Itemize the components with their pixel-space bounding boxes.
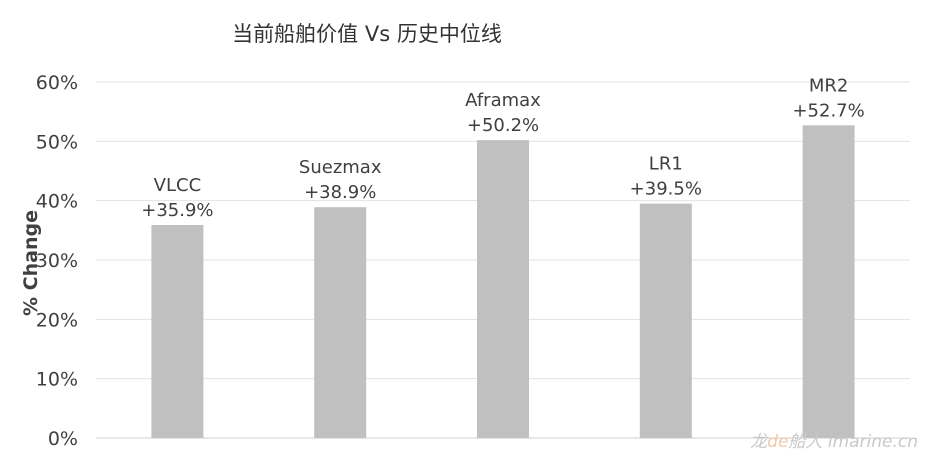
chart-title: 当前船舶价值 Vs 历史中位线 xyxy=(232,22,502,46)
data-label: +50.2% xyxy=(467,115,539,136)
y-tick-label: 40% xyxy=(36,191,78,213)
data-label: +52.7% xyxy=(792,100,864,121)
y-tick-label: 60% xyxy=(36,72,78,94)
y-tick-label: 20% xyxy=(36,309,78,331)
data-label: +39.5% xyxy=(630,179,702,200)
data-label: +35.9% xyxy=(141,200,213,221)
watermark-logo: 龙de船人 xyxy=(750,432,823,452)
bar-lr1 xyxy=(639,203,692,438)
category-label: Aframax xyxy=(465,90,541,111)
bar-mr2 xyxy=(802,125,855,439)
y-tick-label: 10% xyxy=(36,369,78,391)
category-label: LR1 xyxy=(649,154,683,175)
y-tick-label: 50% xyxy=(36,131,78,153)
bar-aframax xyxy=(477,140,529,438)
bar-suezmax xyxy=(314,207,367,438)
y-tick-label: 30% xyxy=(36,250,78,272)
data-label: +38.9% xyxy=(304,182,376,203)
watermark: 龙de船人 imarine.cn xyxy=(750,427,918,452)
category-label: VLCC xyxy=(154,175,201,196)
category-label: MR2 xyxy=(809,75,849,96)
watermark-site: imarine.cn xyxy=(827,432,918,452)
bar-vlcc xyxy=(151,224,204,438)
category-label: Suezmax xyxy=(299,157,382,178)
y-tick-label: 0% xyxy=(48,428,78,450)
